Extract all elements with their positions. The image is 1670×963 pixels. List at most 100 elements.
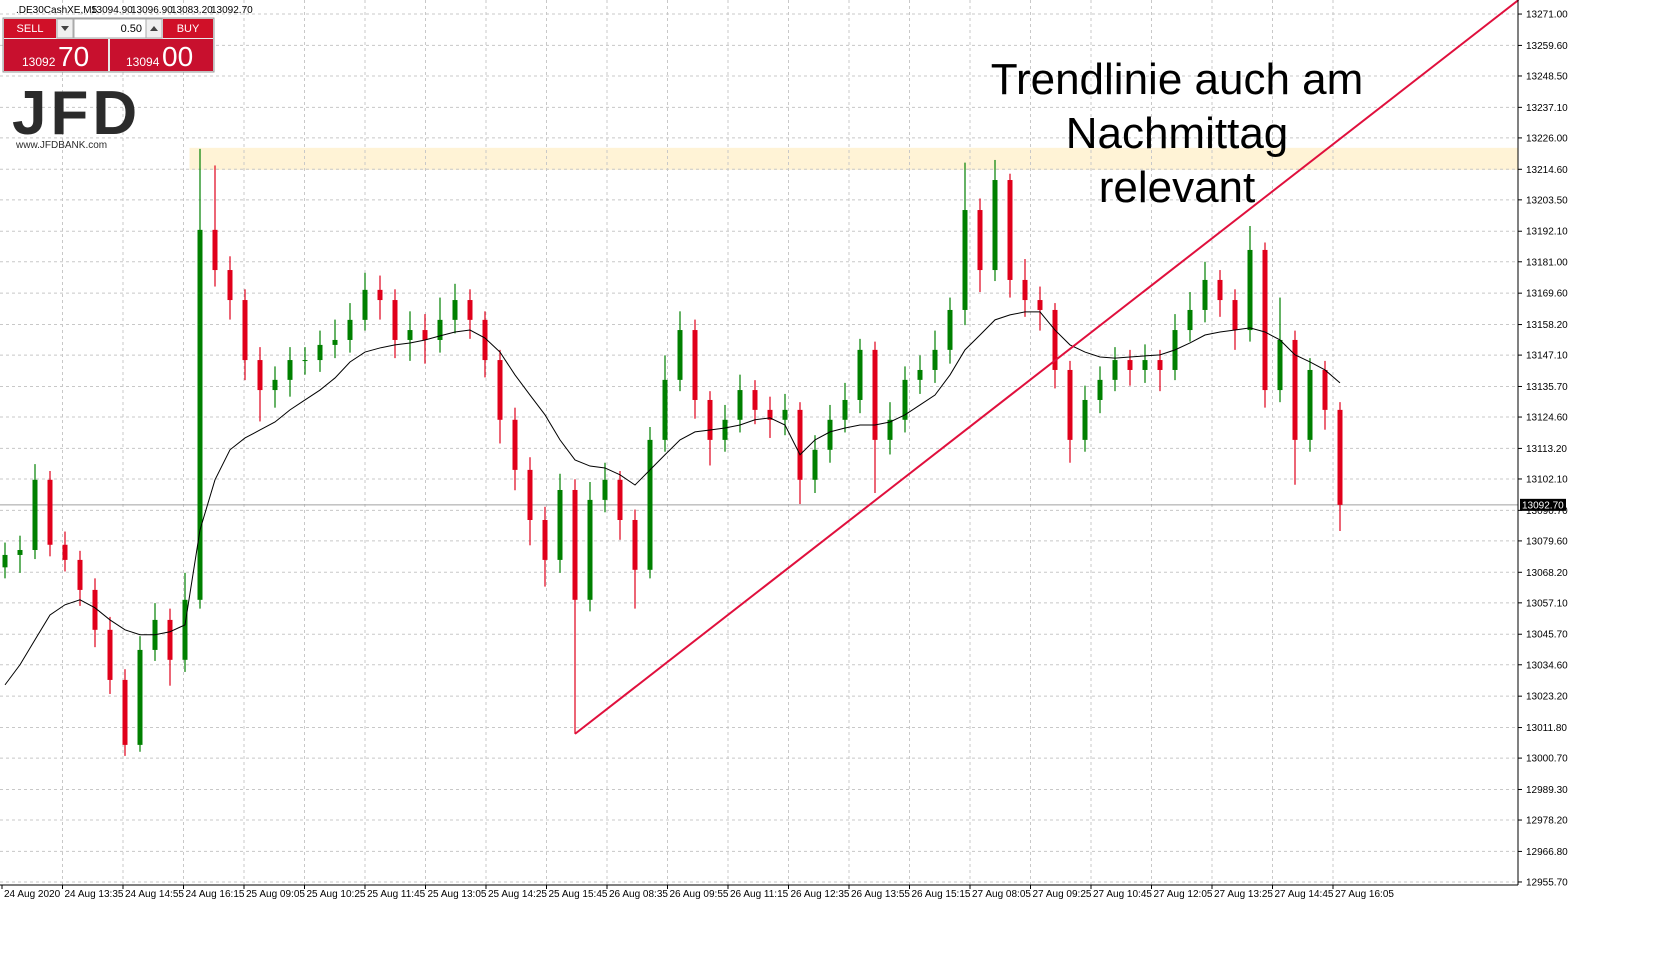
x-tick-label: 24 Aug 2020 — [4, 889, 61, 900]
x-tick-label: 25 Aug 11:45 — [367, 889, 426, 900]
candle-body — [917, 369, 923, 380]
buy-button[interactable] — [163, 19, 213, 38]
y-tick-label: 13057.10 — [1526, 598, 1568, 609]
x-tick-label: 27 Aug 12:05 — [1154, 889, 1213, 900]
candle-body — [527, 469, 533, 520]
y-tick-label: 13102.10 — [1526, 474, 1568, 485]
candle-body — [692, 330, 698, 400]
x-tick-label: 24 Aug 13:35 — [65, 889, 124, 900]
x-tick-label: 26 Aug 15:15 — [912, 889, 971, 900]
x-tick-label: 25 Aug 09:05 — [246, 889, 305, 900]
candle-body — [212, 229, 218, 271]
candle-body — [617, 479, 623, 520]
candle-body — [422, 330, 428, 340]
buy-price-box[interactable] — [110, 39, 213, 71]
resistance-zone — [189, 147, 1518, 170]
candle-body — [662, 379, 668, 440]
sell-button[interactable] — [4, 19, 56, 38]
candle-body — [302, 360, 308, 362]
candle-body — [1037, 300, 1043, 310]
candle-body — [677, 330, 683, 380]
y-tick-label: 13135.70 — [1526, 382, 1568, 393]
candle-body — [542, 519, 548, 560]
candle-body — [1277, 339, 1283, 391]
y-tick-label: 12955.70 — [1526, 877, 1568, 888]
logo-url: www.JFDBANK.com — [15, 140, 107, 151]
candle-body — [287, 360, 293, 380]
candle-body — [107, 629, 113, 680]
buy-label: BUY — [177, 23, 200, 35]
candle-body — [92, 589, 98, 630]
sell-price-pips: 70 — [58, 41, 89, 72]
candle-body — [122, 679, 128, 745]
candle-body — [497, 360, 503, 420]
candle-body — [842, 399, 848, 420]
candle-body — [782, 409, 788, 420]
candle-body — [452, 300, 458, 320]
candle-body — [1247, 249, 1253, 331]
candle-body — [512, 419, 518, 470]
x-tick-label: 24 Aug 14:55 — [125, 889, 184, 900]
y-tick-label: 13023.20 — [1526, 692, 1568, 703]
candle-body — [887, 419, 893, 440]
candle-body — [632, 519, 638, 570]
y-tick-label: 13271.00 — [1526, 10, 1568, 21]
y-tick-label: 13237.10 — [1526, 103, 1568, 114]
candle-body — [1322, 369, 1328, 410]
candle-body — [1262, 249, 1268, 391]
lot-value: 0.50 — [121, 23, 142, 35]
candle-body — [1187, 309, 1193, 331]
y-tick-label: 13034.60 — [1526, 660, 1568, 671]
candle-body — [1142, 360, 1148, 370]
y-tick-label: 13045.70 — [1526, 630, 1568, 641]
candle-body — [242, 300, 248, 361]
candle-body — [1067, 369, 1073, 440]
sell-label: SELL — [17, 23, 44, 35]
y-tick-label: 13079.60 — [1526, 536, 1568, 547]
x-tick-label: 27 Aug 10:45 — [1093, 889, 1152, 900]
x-tick-label: 27 Aug 13:25 — [1214, 889, 1273, 900]
candle-body — [32, 479, 38, 550]
candle-body — [557, 489, 563, 560]
candle-body — [332, 339, 338, 345]
sell-price-box[interactable] — [4, 39, 108, 71]
candle-body — [137, 649, 143, 745]
y-tick-label: 13158.20 — [1526, 320, 1568, 331]
candle-body — [932, 349, 938, 370]
y-tick-label: 12966.80 — [1526, 847, 1568, 858]
buy-price-main: 13094 — [126, 55, 160, 69]
candle-body — [47, 479, 53, 545]
candle-body — [572, 489, 578, 600]
candle-body — [467, 300, 473, 320]
current-price-label: 13092.70 — [1522, 500, 1564, 511]
annotation: Nachmittag — [1066, 109, 1289, 158]
y-tick-label: 13011.80 — [1526, 723, 1567, 734]
candle-body — [377, 289, 383, 301]
x-tick-label: 26 Aug 11:15 — [730, 889, 789, 900]
trendline — [574, 0, 1520, 735]
candle-body — [797, 409, 803, 480]
ohlc-close: 13092.70 — [211, 5, 253, 16]
x-tick-label: 27 Aug 16:05 — [1335, 889, 1394, 900]
candle-body — [1097, 379, 1103, 400]
candle-body — [647, 439, 653, 570]
candle-body — [977, 210, 983, 271]
y-tick-label: 13248.50 — [1526, 71, 1568, 82]
candle-body — [902, 379, 908, 420]
candle-body — [1337, 409, 1343, 505]
candle-body — [857, 349, 863, 400]
candle-body — [752, 390, 758, 410]
moving-average — [4, 311, 1341, 686]
candle-body — [317, 344, 323, 361]
candle-body — [167, 619, 173, 660]
x-tick-label: 25 Aug 10:25 — [307, 889, 366, 900]
candle-body — [62, 544, 68, 560]
candle-body — [962, 210, 968, 310]
x-tick-label: 25 Aug 13:05 — [428, 889, 487, 900]
ohlc-high: 13096.90 — [131, 5, 173, 16]
candle-body — [1112, 360, 1118, 380]
candle-body — [1217, 279, 1223, 301]
y-tick-label: 13169.60 — [1526, 289, 1568, 300]
